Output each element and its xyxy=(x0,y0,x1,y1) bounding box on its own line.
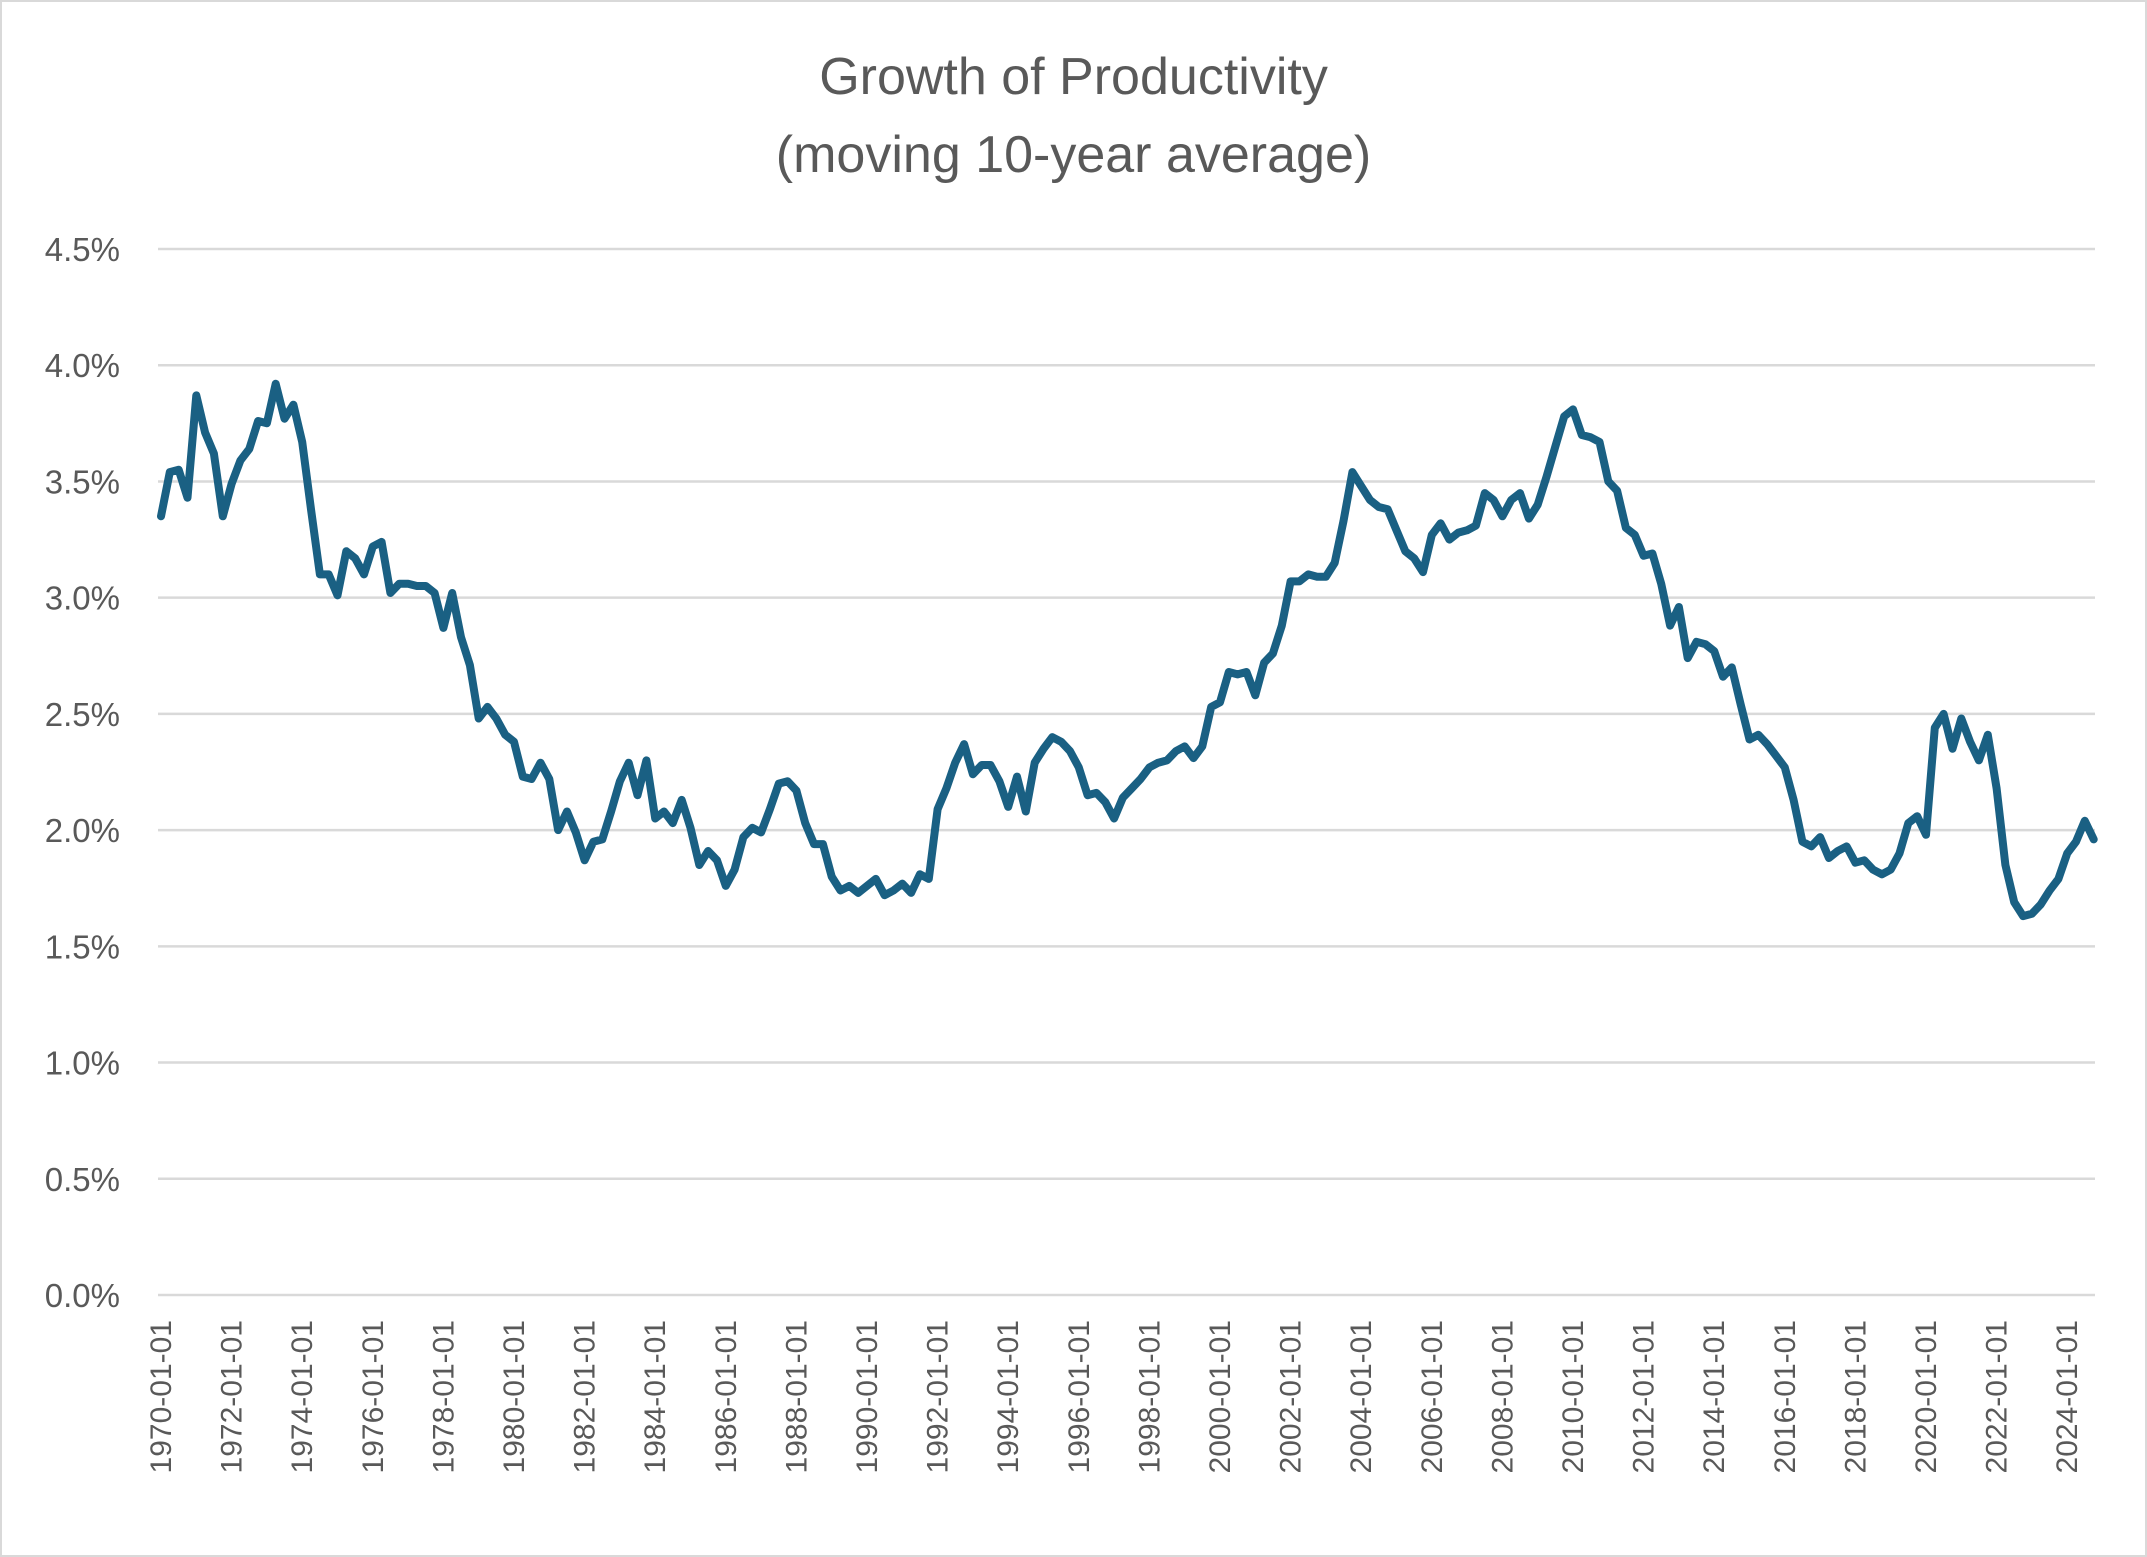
y-tick-label: 0.0% xyxy=(45,1277,120,1314)
x-tick-label: 1988-01-01 xyxy=(780,1320,813,1473)
y-tick-label: 1.0% xyxy=(45,1045,120,1082)
x-axis-ticks: 1970-01-01 1972-01-01 1974-01-01 1976-01-01… xyxy=(145,1320,2084,1473)
x-tick-label: 1970-01-01 xyxy=(145,1320,178,1473)
x-tick-label: 2004-01-01 xyxy=(1345,1320,1378,1473)
x-tick-label: 1978-01-01 xyxy=(427,1320,460,1473)
y-tick-label: 1.5% xyxy=(45,928,120,965)
x-tick-label: 1972-01-01 xyxy=(216,1320,249,1473)
x-tick-label: 2024-01-01 xyxy=(2051,1320,2084,1473)
x-tick-label: 2014-01-01 xyxy=(1698,1320,1731,1473)
y-tick-label: 4.5% xyxy=(45,231,120,268)
x-tick-label: 2002-01-01 xyxy=(1275,1320,1308,1473)
x-tick-label: 2020-01-01 xyxy=(1910,1320,1943,1473)
x-tick-label: 2008-01-01 xyxy=(1486,1320,1519,1473)
chart-title: Growth of Productivity xyxy=(819,48,1328,106)
x-tick-label: 1998-01-01 xyxy=(1133,1320,1166,1473)
y-tick-label: 3.5% xyxy=(45,463,120,500)
x-tick-label: 2018-01-01 xyxy=(1839,1320,1872,1473)
x-tick-label: 1976-01-01 xyxy=(357,1320,390,1473)
x-tick-label: 1980-01-01 xyxy=(498,1320,531,1473)
x-tick-label: 1974-01-01 xyxy=(286,1320,319,1473)
x-tick-label: 1996-01-01 xyxy=(1063,1320,1096,1473)
gridlines xyxy=(158,247,2095,1297)
x-tick-label: 1982-01-01 xyxy=(569,1320,602,1473)
y-tick-label: 3.0% xyxy=(45,580,120,617)
chart-subtitle: (moving 10-year average) xyxy=(775,126,1372,184)
x-tick-label: 2022-01-01 xyxy=(1981,1320,2014,1473)
y-tick-label: 0.5% xyxy=(45,1161,120,1198)
x-tick-label: 1984-01-01 xyxy=(639,1320,672,1473)
x-tick-label: 2000-01-01 xyxy=(1204,1320,1237,1473)
x-tick-label: 1994-01-01 xyxy=(992,1320,1025,1473)
x-tick-label: 2012-01-01 xyxy=(1628,1320,1661,1473)
x-tick-label: 1992-01-01 xyxy=(922,1320,955,1473)
y-tick-label: 2.5% xyxy=(45,696,120,733)
x-tick-label: 2006-01-01 xyxy=(1416,1320,1449,1473)
x-tick-label: 2010-01-01 xyxy=(1557,1320,1590,1473)
x-tick-label: 1990-01-01 xyxy=(851,1320,884,1473)
series-layer xyxy=(157,379,2098,921)
x-tick-label: 2016-01-01 xyxy=(1769,1320,1802,1473)
y-tick-label: 2.0% xyxy=(45,812,120,849)
series-line-productivity xyxy=(157,379,2098,921)
y-axis-ticks: 0.0% 0.5% 1.0% 1.5% 2.0% 2.5% 3.0% 3.5% 4.0% 4.5% xyxy=(45,231,120,1314)
x-tick-label: 1986-01-01 xyxy=(710,1320,743,1473)
y-tick-label: 4.0% xyxy=(45,347,120,384)
